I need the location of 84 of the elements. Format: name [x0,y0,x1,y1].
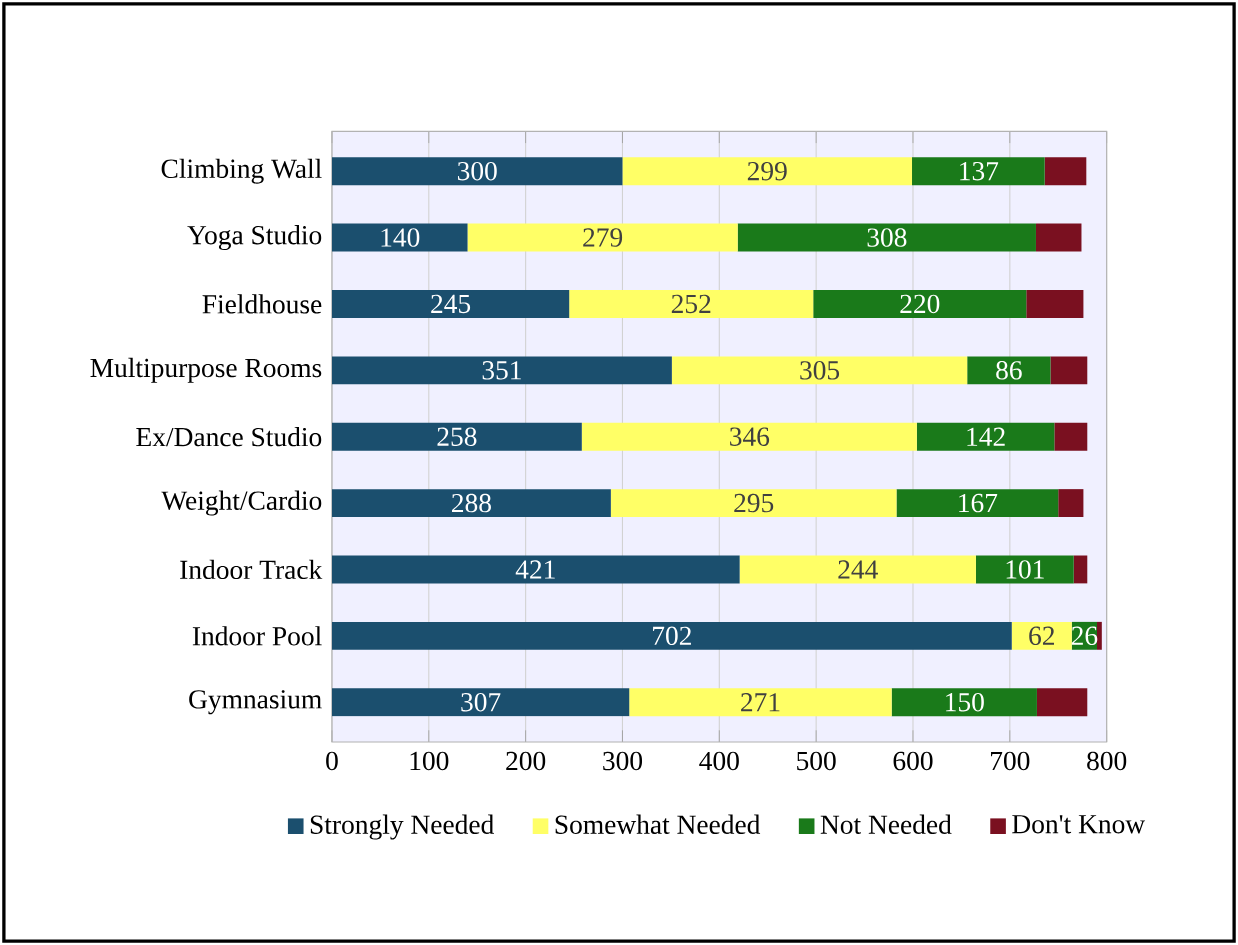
y-tick-label: Indoor Track [180,559,323,580]
x-tick-label: 200 [506,751,546,771]
bar [1026,289,1084,318]
bar [1058,489,1084,517]
bar [581,422,917,451]
bar [331,289,570,318]
legend-label: Strongly Needed [310,814,494,840]
data-label: 279 [583,228,623,247]
bar [1073,555,1088,584]
bar [739,555,976,584]
bar [331,555,740,584]
data-label: 101 [1006,560,1044,579]
data-label: 299 [747,161,787,181]
data-label: 307 [461,692,501,712]
legend-label: Don't Know [1012,815,1146,834]
legend-label: Somewhat Needed [555,814,761,834]
bar [331,157,623,186]
bar [610,489,897,517]
bar [671,356,968,385]
data-label: 702 [653,626,691,646]
data-label: 150 [946,692,984,712]
y-tick-label: Indoor Pool [192,626,322,646]
x-tick-label: 0 [326,751,338,771]
data-label: 351 [482,361,521,380]
data-label: 26 [1071,626,1098,645]
bar [629,688,892,717]
data-label: 62 [1029,626,1054,645]
bar [1050,356,1088,385]
data-label: 167 [959,493,998,513]
bar [569,289,814,318]
data-label: 295 [734,493,774,513]
x-tick-label: 800 [1087,751,1127,771]
bar [813,289,1027,318]
bar [331,223,468,252]
bar [1096,621,1102,650]
data-label: 245 [431,294,471,314]
data-label: 271 [741,693,780,712]
y-tick-label: Weight/Cardio [161,490,322,516]
data-label: 288 [452,493,491,513]
bar [975,555,1074,584]
bar [916,422,1055,451]
data-label: 258 [437,427,477,446]
data-label: 252 [671,294,711,314]
x-tick-label: 400 [699,751,739,771]
bar [331,621,1012,650]
x-tick-label: 700 [991,751,1030,771]
bar [331,422,582,451]
bar [967,356,1051,385]
data-label: 421 [515,560,555,579]
data-label: 137 [960,161,999,181]
y-tick-label: Yoga Studio [187,225,322,251]
bar [912,157,1045,186]
data-label: 346 [730,427,770,446]
bar [467,223,738,252]
y-tick-label: Multipurpose Rooms [90,357,322,383]
data-label: 300 [457,161,497,181]
data-label: 142 [967,427,1005,446]
data-label: 308 [867,228,907,247]
bar [737,223,1036,252]
y-tick-label: Ex/Dance Studio [136,426,322,447]
bar [896,489,1059,517]
data-label: 140 [381,228,420,247]
bar [331,688,630,717]
bar [1035,223,1082,252]
bar [622,157,913,186]
data-label: 86 [996,361,1022,380]
data-label: 220 [900,294,940,314]
bar [1036,688,1088,717]
y-tick-label: Climbing Wall [161,158,322,184]
y-tick-label: Fieldhouse [202,294,322,314]
bar [891,688,1037,717]
bar [331,489,611,517]
x-tick-label: 100 [410,751,449,771]
x-tick-label: 500 [797,751,836,771]
bar [1011,621,1072,650]
bar [331,356,672,385]
data-label: 305 [800,361,840,380]
y-tick-label: Gymnasium [189,690,322,715]
data-label: 244 [838,560,878,579]
x-tick-label: 600 [893,751,933,771]
legend-label: Not Needed [820,814,952,834]
bar [1054,422,1088,451]
bar [1044,157,1087,186]
x-tick-label: 300 [603,751,643,771]
